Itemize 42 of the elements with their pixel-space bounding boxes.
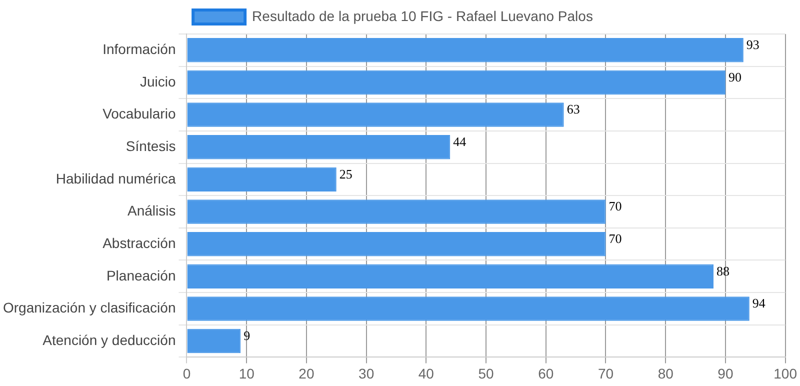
x-tick-label: 50 [478, 365, 494, 382]
bar [187, 328, 241, 354]
y-tick-label: Vocabulario [102, 106, 176, 122]
bar [187, 232, 606, 256]
data-label: 88 [716, 263, 730, 278]
x-tick-label: 80 [658, 365, 674, 382]
bar [187, 102, 564, 127]
bar [187, 70, 726, 95]
y-tick-label: Análisis [127, 202, 176, 219]
x-tick-label: 90 [718, 365, 734, 382]
x-tick-label: 0 [182, 365, 191, 382]
x-tick-label: 30 [358, 365, 374, 382]
bar [187, 135, 450, 160]
y-tick-label: Planeación [106, 267, 176, 284]
x-tick-label: 100 [774, 365, 798, 382]
x-tick-label: 20 [298, 365, 314, 382]
x-tick-label: 60 [538, 365, 554, 382]
y-tick-label: Abstracción [102, 234, 176, 251]
y-tick-label: Síntesis [126, 138, 176, 154]
data-label: 70 [608, 231, 622, 246]
legend-label: Resultado de la prueba 10 FIG - Rafael Luevano Palos [252, 8, 593, 24]
y-tick-label: Habilidad numérica [56, 170, 176, 186]
data-label: 44 [453, 134, 467, 150]
x-tick-label: 40 [418, 365, 434, 382]
y-tick-label: Juicio [140, 73, 176, 90]
bar [187, 38, 744, 62]
x-tick-label: 70 [598, 365, 614, 382]
data-label: 63 [566, 102, 580, 117]
data-label: 9 [244, 328, 250, 343]
y-tick-label: Información [102, 41, 176, 58]
x-tick-label: 10 [238, 365, 255, 382]
data-label: 90 [728, 69, 742, 84]
data-label: 25 [339, 166, 352, 182]
data-label: 93 [746, 37, 760, 52]
bar [187, 167, 336, 192]
data-label: 94 [752, 296, 766, 311]
bar [187, 200, 606, 224]
data-label: 70 [608, 198, 622, 214]
bar [187, 264, 714, 289]
y-tick-label: Atención y deducción [42, 332, 176, 348]
y-tick-label: Organización y clasificación [2, 300, 176, 316]
bar [187, 296, 750, 321]
